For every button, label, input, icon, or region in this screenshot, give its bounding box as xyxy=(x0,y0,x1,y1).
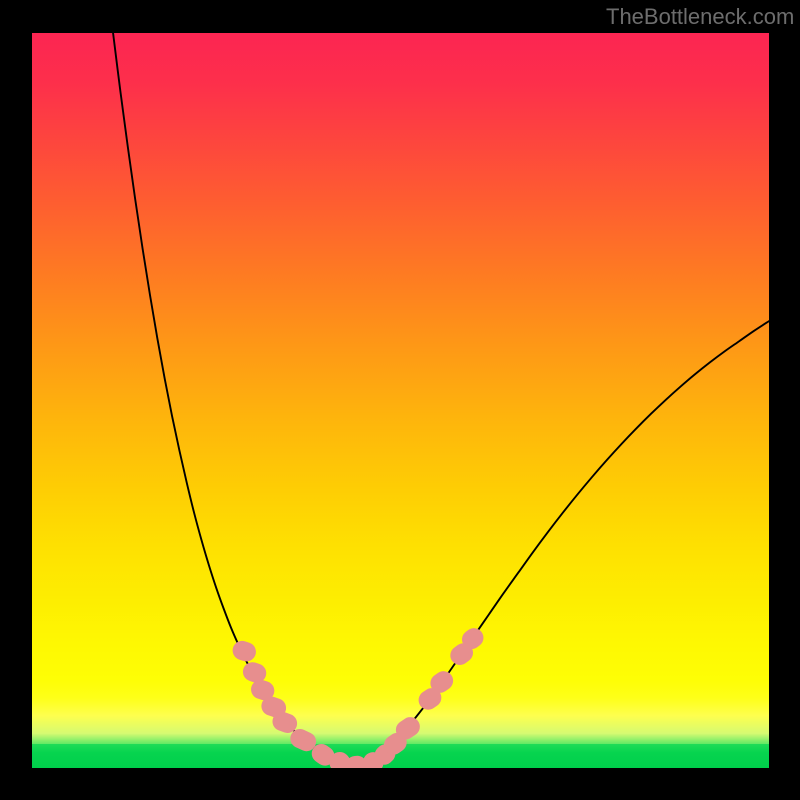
plot-area xyxy=(32,33,769,768)
bottleneck-curve xyxy=(113,33,355,768)
watermark-text: TheBottleneck.com xyxy=(606,4,794,30)
chart-overlay xyxy=(32,33,769,768)
data-marker xyxy=(230,638,258,663)
chart-frame: TheBottleneck.com xyxy=(0,0,800,800)
